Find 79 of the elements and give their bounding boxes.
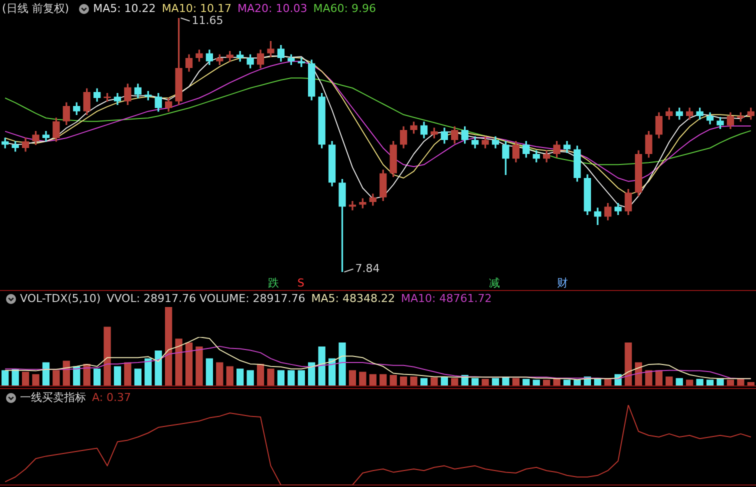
bar [114, 366, 122, 386]
bar [430, 377, 438, 386]
bar [410, 376, 418, 386]
bar [390, 374, 397, 386]
bar [226, 366, 234, 386]
text: S [297, 276, 304, 290]
bar [164, 307, 172, 386]
bar [522, 378, 530, 386]
candlestick [267, 41, 274, 57]
bar [624, 342, 632, 386]
bar [655, 370, 663, 386]
bar [196, 346, 203, 386]
bar [93, 368, 101, 386]
bar [471, 378, 479, 386]
bar [256, 364, 264, 386]
text: MA5: 48348.22 [311, 292, 395, 305]
bar [645, 370, 652, 386]
bar [277, 370, 285, 386]
bar [206, 358, 214, 386]
bar [154, 350, 162, 386]
annotation: 11.65 [192, 14, 224, 27]
bar [288, 370, 295, 386]
bar [175, 338, 182, 386]
bar [532, 380, 540, 386]
bar [32, 374, 40, 386]
bar [553, 378, 560, 386]
bar [512, 378, 520, 386]
bar [706, 380, 714, 386]
annotation: 7.84 [355, 262, 380, 275]
bar [604, 378, 612, 386]
bar [686, 380, 694, 386]
bar [52, 370, 60, 386]
bar [318, 346, 326, 386]
text: A: 0.37 [92, 391, 132, 404]
bar [666, 376, 673, 386]
text: 财 [556, 276, 568, 290]
bar [369, 374, 376, 386]
bar [42, 362, 50, 386]
bar [726, 380, 734, 386]
bar [482, 378, 489, 386]
text: MA10: 10.17 [162, 2, 232, 15]
text: MA5: 10.22 [93, 2, 156, 15]
candlestick [716, 117, 724, 129]
bar [124, 362, 132, 386]
bar [696, 378, 704, 386]
text: 减 [488, 276, 500, 290]
bar [451, 378, 458, 386]
bar [185, 342, 193, 386]
bar [338, 342, 346, 386]
chart-title: VOL-TDX(5,10) [20, 292, 101, 305]
bar [2, 370, 9, 386]
bar [298, 370, 305, 386]
bar [246, 370, 254, 386]
bar [359, 372, 366, 386]
bar [308, 362, 316, 386]
text: MA20: 10.03 [238, 2, 308, 15]
bar [737, 378, 744, 386]
text: MA10: 48761.72 [400, 292, 492, 305]
text: 跌 [268, 276, 280, 290]
bar [134, 368, 142, 386]
bar [267, 368, 274, 386]
bar [380, 374, 387, 386]
bar [420, 378, 428, 386]
text: MA60: 9.96 [313, 2, 376, 15]
bar [348, 370, 356, 386]
chart-title: (日线 前复权) [2, 1, 70, 16]
bar [400, 376, 408, 386]
bar [104, 326, 111, 386]
bar [216, 362, 224, 386]
bar [22, 372, 30, 386]
bar [144, 358, 152, 386]
bar [236, 368, 244, 386]
bar [542, 380, 550, 386]
bar [676, 378, 683, 386]
chart-title: 一线买卖指标 [20, 390, 86, 405]
bar [492, 378, 500, 386]
bar [563, 380, 571, 386]
chart-subtitle: VVOL: 28917.76 VOLUME: 28917.76 [106, 292, 306, 305]
bar [574, 380, 581, 386]
